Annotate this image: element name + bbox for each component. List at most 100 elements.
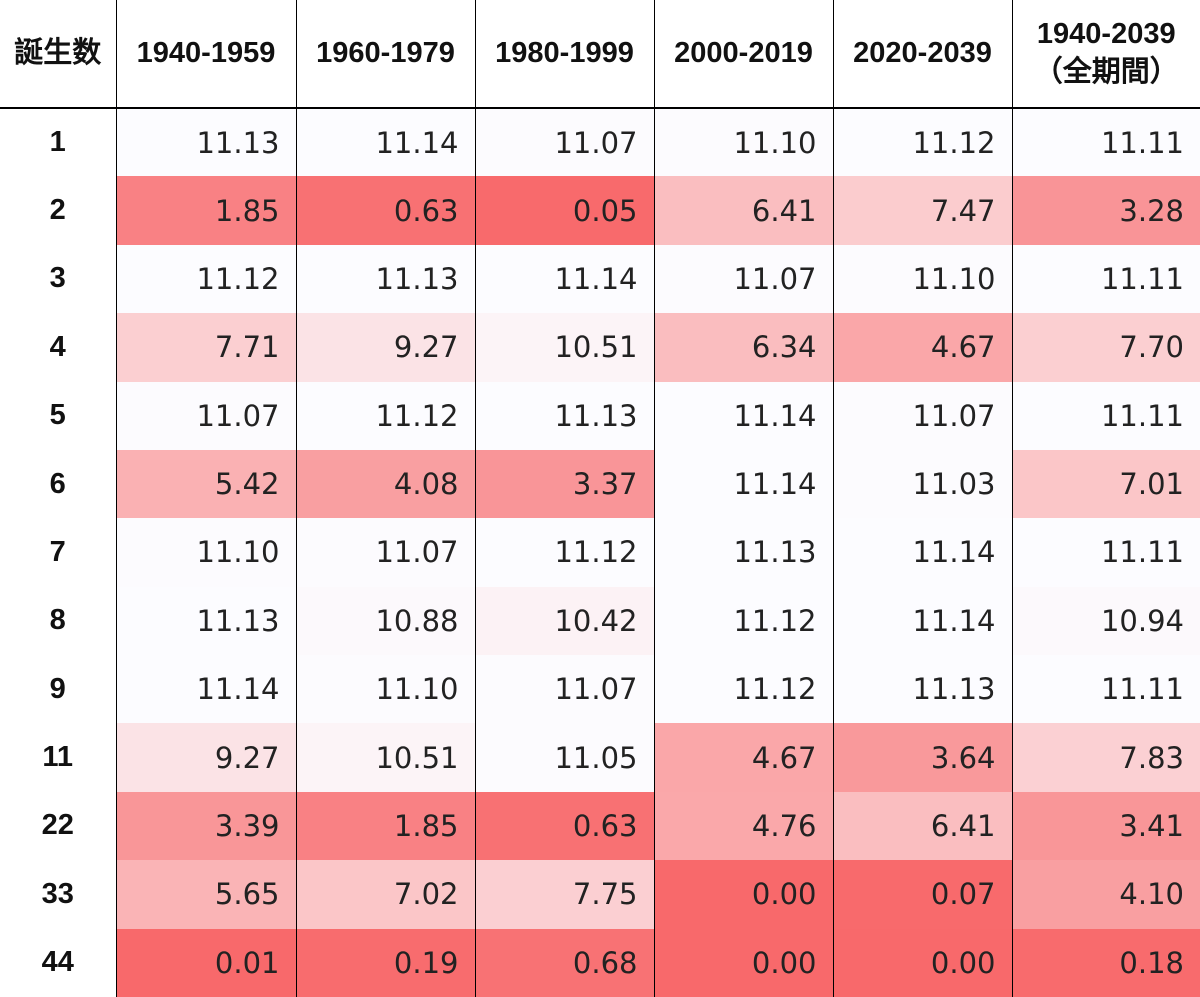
heatmap-cell: 11.07: [474, 108, 654, 177]
heatmap-cell: 3.39: [115, 791, 296, 861]
heatmap-cell: 0.68: [474, 928, 654, 997]
heatmap-cell: 0.63: [474, 791, 654, 861]
heatmap-cell: 11.14: [295, 108, 475, 177]
table-row: 4 7.71 9.27 10.51 6.34 4.67 7.70: [0, 313, 1200, 382]
heatmap-cell: 10.42: [474, 586, 654, 655]
column-header-label: 1940-2039: [1036, 17, 1176, 50]
heatmap-cell: 6.41: [832, 791, 1012, 861]
heatmap-cell: 10.88: [295, 586, 475, 655]
heatmap-cell: 0.00: [653, 860, 833, 929]
heatmap-cell: 10.51: [295, 723, 475, 792]
heatmap-cell: 11.07: [295, 518, 475, 587]
heatmap-cell: 11.11: [1011, 518, 1200, 587]
table-row: 3 11.12 11.13 11.14 11.07 11.10 11.11: [0, 244, 1200, 314]
heatmap-cell: 9.27: [115, 723, 296, 792]
heatmap-cell: 7.70: [1011, 313, 1200, 382]
heatmap-cell: 1.85: [295, 791, 475, 861]
column-header-label: 1980-1999: [495, 36, 634, 69]
heatmap-cell: 11.10: [115, 518, 296, 587]
column-header-label: 2000-2019: [674, 36, 813, 69]
heatmap-cell: 11.11: [1011, 655, 1200, 724]
heatmap-cell: 9.27: [295, 313, 475, 382]
table-row: 33 5.65 7.02 7.75 0.00 0.07 4.10: [0, 860, 1200, 929]
heatmap-cell: 11.11: [1011, 381, 1200, 450]
column-header-label: 2020-2039: [853, 36, 992, 69]
heatmap-cell: 0.18: [1011, 928, 1200, 997]
header-row: 誕生数 1940-1959 1960-1979 1980-1999 2000-2019…: [0, 0, 1200, 109]
heatmap-cell: 11.14: [474, 244, 654, 314]
heatmap-cell: 11.13: [653, 518, 833, 587]
heatmap-cell: 6.34: [653, 313, 833, 382]
row-label: 2: [0, 176, 116, 245]
heatmap-cell: 11.14: [115, 655, 296, 724]
corner-header: 誕生数: [0, 0, 116, 109]
row-label: 44: [0, 928, 116, 997]
heatmap-cell: 11.11: [1011, 108, 1200, 177]
heatmap-cell: 11.13: [832, 655, 1012, 724]
heatmap-cell: 4.76: [653, 791, 833, 861]
heatmap-cell: 0.00: [653, 928, 833, 997]
heatmap-cell: 4.67: [653, 723, 833, 792]
row-label: 6: [0, 449, 116, 519]
heatmap-cell: 0.01: [115, 928, 296, 997]
heatmap-cell: 11.05: [474, 723, 654, 792]
row-label: 4: [0, 313, 116, 382]
row-label: 22: [0, 791, 116, 861]
heatmap-cell: 11.11: [1011, 244, 1200, 314]
heatmap-cell: 11.07: [653, 244, 833, 314]
heatmap-cell: 10.94: [1011, 586, 1200, 655]
row-label: 9: [0, 655, 116, 724]
table-body: 1 11.13 11.14 11.07 11.10 11.12 11.11 2 1.85 0.63…: [0, 108, 1200, 997]
column-header-label: 1960-1979: [316, 36, 455, 69]
table-row: 11 9.27 10.51 11.05 4.67 3.64 7.83: [0, 723, 1200, 792]
heatmap-cell: 7.47: [832, 176, 1012, 245]
heatmap-cell: 11.13: [115, 586, 296, 655]
table-row: 22 3.39 1.85 0.63 4.76 6.41 3.41: [0, 791, 1200, 861]
heatmap-cell: 11.12: [474, 518, 654, 587]
heatmap-cell: 0.05: [474, 176, 654, 245]
heatmap-cell: 0.07: [832, 860, 1012, 929]
heatmap-cell: 11.14: [653, 381, 833, 450]
heatmap-cell: 3.64: [832, 723, 1012, 792]
column-header: 2020-2039: [832, 0, 1012, 109]
column-header: 1940-1959: [115, 0, 296, 109]
heatmap-cell: 11.14: [832, 518, 1012, 587]
heatmap-cell: 7.02: [295, 860, 475, 929]
heatmap-cell: 11.07: [115, 381, 296, 450]
column-header: 1980-1999: [474, 0, 654, 109]
heatmap-cell: 7.01: [1011, 449, 1200, 519]
table-row: 5 11.07 11.12 11.13 11.14 11.07 11.11: [0, 381, 1200, 450]
heatmap-cell: 11.07: [474, 655, 654, 724]
heatmap-cell: 11.12: [653, 586, 833, 655]
row-label: 3: [0, 244, 116, 314]
heatmap-cell: 11.12: [832, 108, 1012, 177]
table-row: 6 5.42 4.08 3.37 11.14 11.03 7.01: [0, 449, 1200, 519]
heatmap-cell: 5.65: [115, 860, 296, 929]
heatmap-cell: 0.00: [832, 928, 1012, 997]
table-row: 9 11.14 11.10 11.07 11.12 11.13 11.11: [0, 655, 1200, 724]
table-row: 1 11.13 11.14 11.07 11.10 11.12 11.11: [0, 108, 1200, 177]
heatmap-cell: 11.12: [653, 655, 833, 724]
table-row: 2 1.85 0.63 0.05 6.41 7.47 3.28: [0, 176, 1200, 245]
heatmap-cell: 11.14: [832, 586, 1012, 655]
column-header: 1940-2039 （全期間）: [1011, 0, 1200, 109]
heatmap-cell: 11.14: [653, 449, 833, 519]
heatmap-cell: 11.12: [115, 244, 296, 314]
row-label: 1: [0, 108, 116, 177]
heatmap-cell: 11.13: [474, 381, 654, 450]
heatmap-cell: 7.75: [474, 860, 654, 929]
heatmap-cell: 4.10: [1011, 860, 1200, 929]
heatmap-cell: 3.28: [1011, 176, 1200, 245]
heatmap-cell: 11.10: [295, 655, 475, 724]
row-label: 33: [0, 860, 116, 929]
heatmap-cell: 7.71: [115, 313, 296, 382]
heatmap-cell: 4.08: [295, 449, 475, 519]
heatmap-cell: 3.41: [1011, 791, 1200, 861]
row-label: 7: [0, 518, 116, 587]
heatmap-cell: 11.07: [832, 381, 1012, 450]
column-header-sublabel: （全期間）: [1033, 55, 1179, 88]
heatmap-cell: 10.51: [474, 313, 654, 382]
row-label: 5: [0, 381, 116, 450]
table-row: 7 11.10 11.07 11.12 11.13 11.14 11.11: [0, 518, 1200, 587]
column-header-label: 1940-1959: [136, 36, 276, 69]
